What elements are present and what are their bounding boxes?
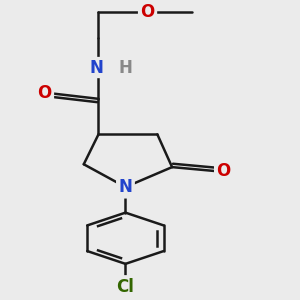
Text: H: H [118,58,132,76]
Text: O: O [217,162,231,180]
Text: Cl: Cl [116,278,134,296]
Text: N: N [89,58,103,76]
Text: O: O [38,84,52,102]
Text: O: O [140,3,155,21]
Text: N: N [118,178,132,196]
